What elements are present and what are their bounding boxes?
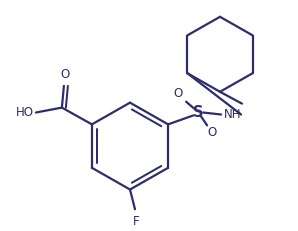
Text: O: O (207, 126, 217, 139)
Text: O: O (173, 87, 183, 100)
Text: S: S (193, 105, 203, 120)
Text: F: F (133, 215, 139, 228)
Text: O: O (60, 68, 69, 81)
Text: HO: HO (16, 106, 34, 119)
Text: NH: NH (224, 108, 242, 121)
